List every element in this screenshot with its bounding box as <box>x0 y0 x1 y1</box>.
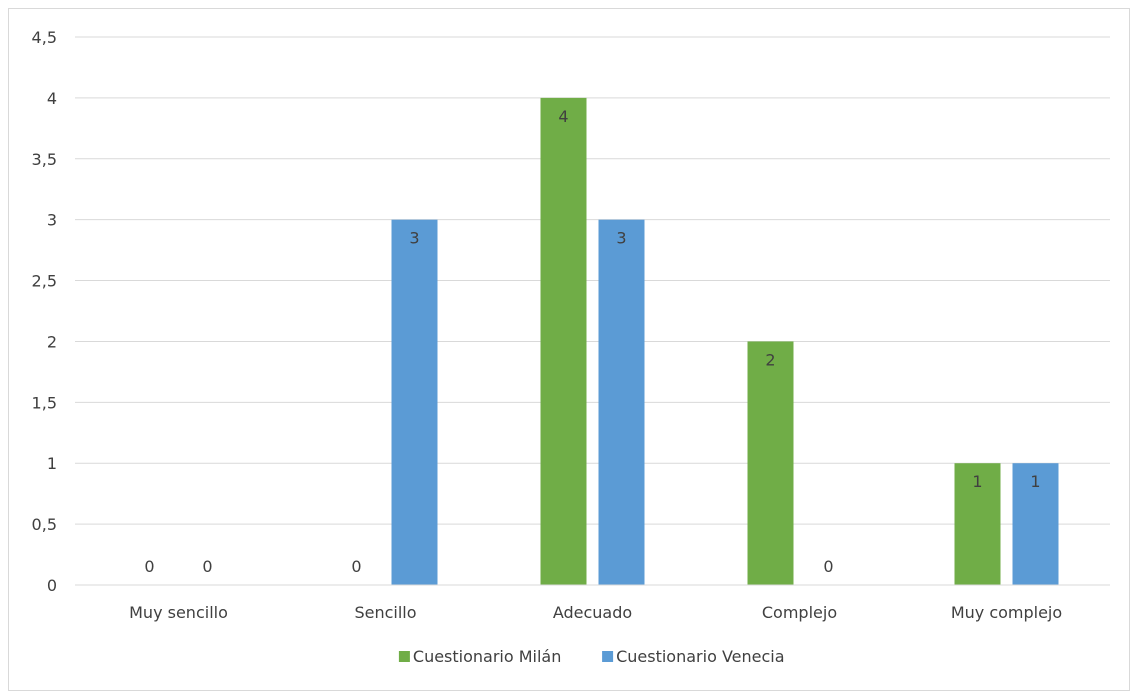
y-tick-label: 3 <box>47 211 57 230</box>
bar <box>598 219 645 585</box>
bar <box>540 97 587 585</box>
data-label: 1 <box>972 472 982 491</box>
data-label: 4 <box>558 107 568 126</box>
y-tick-label: 2,5 <box>32 272 57 291</box>
y-tick-label: 0 <box>47 576 57 595</box>
y-tick-label: 0,5 <box>32 515 57 534</box>
legend-label: Cuestionario Milán <box>413 647 561 666</box>
legend-swatch <box>602 651 614 662</box>
x-category-label: Complejo <box>762 603 837 622</box>
y-tick-label: 1 <box>47 454 57 473</box>
bar <box>954 463 1001 585</box>
x-category-label: Sencillo <box>354 603 416 622</box>
legend-swatch <box>398 651 410 662</box>
data-label: 0 <box>823 557 833 576</box>
y-tick-label: 4,5 <box>32 28 57 47</box>
x-category-label: Muy sencillo <box>129 603 228 622</box>
data-label: 0 <box>351 557 361 576</box>
y-tick-label: 1,5 <box>32 393 57 412</box>
x-category-label: Muy complejo <box>951 603 1062 622</box>
y-tick-label: 4 <box>47 89 57 108</box>
data-label: 0 <box>202 557 212 576</box>
data-label: 3 <box>409 229 419 248</box>
legend-label: Cuestionario Venecia <box>616 647 784 666</box>
legend-item: Cuestionario Milán <box>398 647 561 666</box>
bar <box>1012 463 1059 585</box>
data-label: 0 <box>144 557 154 576</box>
x-category-label: Adecuado <box>553 603 632 622</box>
data-label: 3 <box>616 229 626 248</box>
data-label: 1 <box>1030 472 1040 491</box>
y-tick-label: 3,5 <box>32 150 57 169</box>
bar <box>747 341 794 585</box>
y-tick-label: 2 <box>47 332 57 351</box>
data-label: 2 <box>765 350 775 369</box>
bar <box>391 219 438 585</box>
legend-item: Cuestionario Venecia <box>602 647 785 666</box>
